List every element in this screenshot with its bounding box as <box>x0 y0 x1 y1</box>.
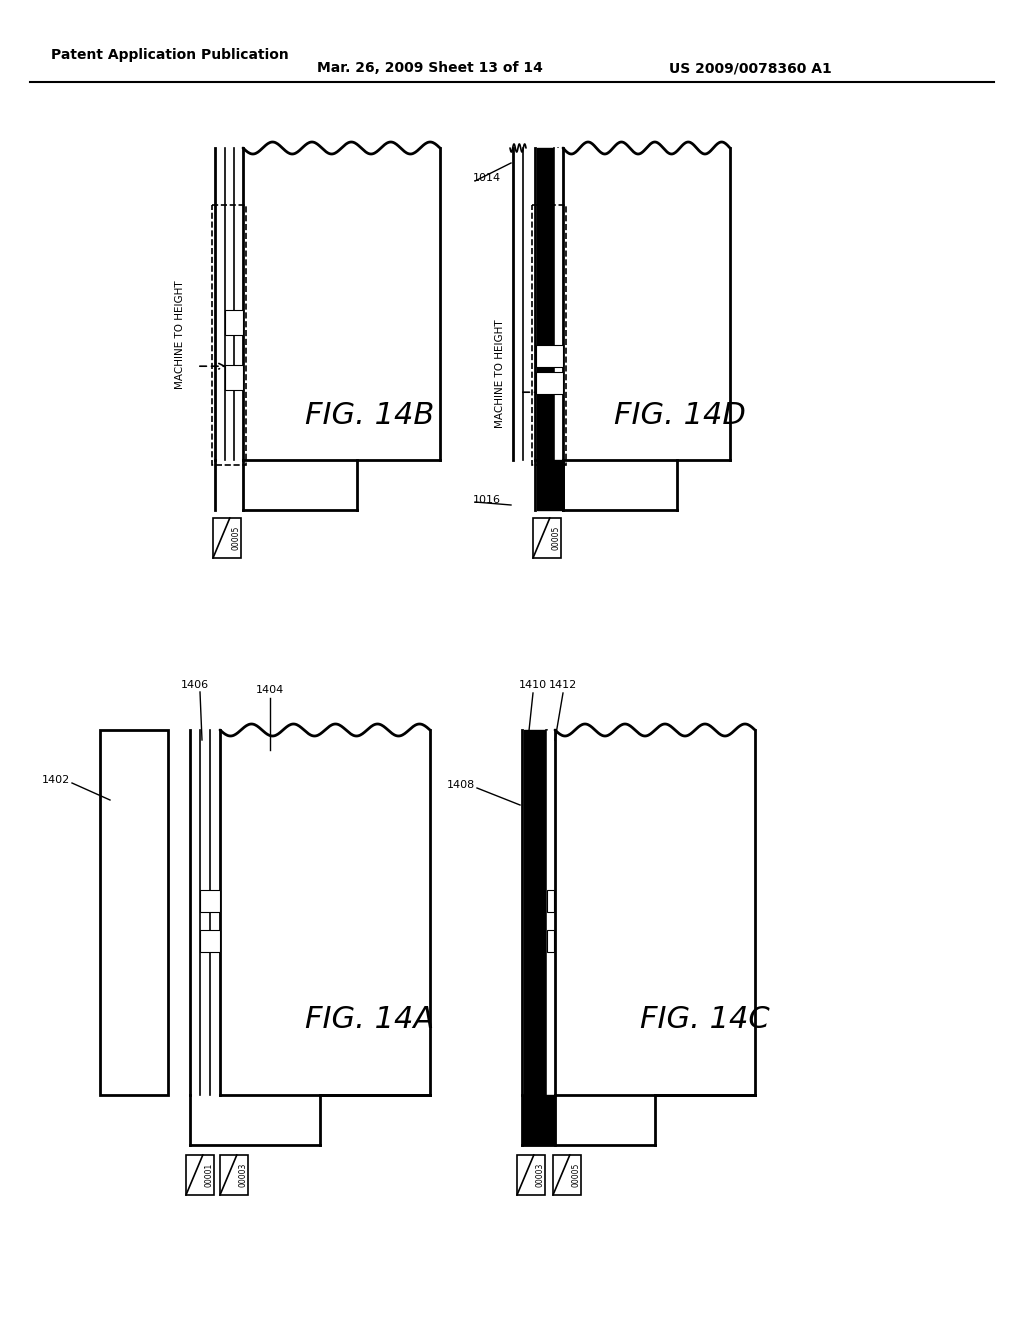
Text: MACHINE TO HEIGHT: MACHINE TO HEIGHT <box>175 281 185 389</box>
Text: 1408: 1408 <box>446 780 475 789</box>
Bar <box>547 890 554 912</box>
Bar <box>517 1155 545 1195</box>
Text: 1402: 1402 <box>42 775 70 785</box>
Text: 1410: 1410 <box>519 680 547 690</box>
Bar <box>536 345 563 367</box>
Bar <box>553 1155 581 1195</box>
Bar <box>225 366 243 389</box>
Bar <box>212 205 246 465</box>
Bar <box>547 931 554 952</box>
Text: 1406: 1406 <box>181 680 209 690</box>
Bar <box>534 517 561 558</box>
Text: 1014: 1014 <box>473 173 501 183</box>
Bar <box>200 931 220 952</box>
Bar <box>213 517 241 558</box>
Text: FIG. 14C: FIG. 14C <box>640 1006 770 1035</box>
Text: 00003: 00003 <box>536 1163 544 1187</box>
Text: FIG. 14D: FIG. 14D <box>614 400 745 429</box>
Bar <box>532 205 566 465</box>
Text: 00005: 00005 <box>551 525 560 550</box>
Text: 1016: 1016 <box>473 495 501 506</box>
Text: 00005: 00005 <box>231 525 241 550</box>
Text: 1412: 1412 <box>549 680 578 690</box>
Text: 1404: 1404 <box>256 685 284 696</box>
Bar <box>220 1155 248 1195</box>
Text: US 2009/0078360 A1: US 2009/0078360 A1 <box>669 61 831 75</box>
Text: FIG. 14A: FIG. 14A <box>305 1006 434 1035</box>
Bar <box>100 730 168 1096</box>
Bar <box>225 310 243 335</box>
Text: 00003: 00003 <box>239 1163 247 1187</box>
Text: MACHINE TO HEIGHT: MACHINE TO HEIGHT <box>495 319 505 428</box>
Text: 00001: 00001 <box>204 1163 213 1187</box>
Text: FIG. 14B: FIG. 14B <box>305 400 434 429</box>
Bar <box>200 890 220 912</box>
Text: 00005: 00005 <box>571 1163 581 1187</box>
Text: Mar. 26, 2009 Sheet 13 of 14: Mar. 26, 2009 Sheet 13 of 14 <box>317 61 543 75</box>
Bar <box>186 1155 214 1195</box>
Text: Patent Application Publication: Patent Application Publication <box>51 48 289 62</box>
Bar <box>536 372 563 393</box>
